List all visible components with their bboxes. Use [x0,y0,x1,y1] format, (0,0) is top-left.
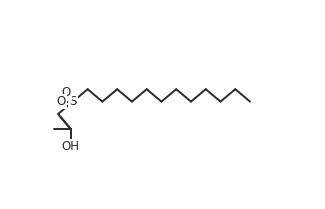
Text: O: O [62,86,71,99]
Text: O: O [57,95,66,108]
Text: OH: OH [61,140,80,153]
Text: S: S [69,95,77,108]
